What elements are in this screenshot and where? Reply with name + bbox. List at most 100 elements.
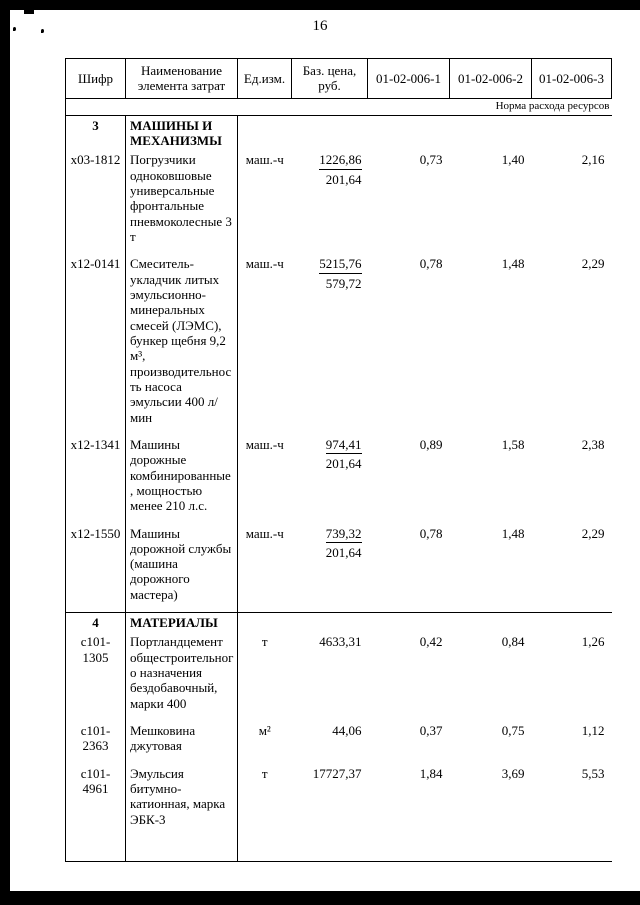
item-row: x12-1341 Машины дорожные комбинированные,… [65, 434, 612, 524]
page-number: 16 [312, 18, 328, 34]
cell-norm-006-1: 0,78 [419, 256, 443, 272]
spacer-cell [531, 837, 612, 863]
cell-norm-006-1: 0,42 [419, 634, 443, 650]
base-price-main: 4633,31 [319, 634, 362, 650]
cell-unit: т [261, 634, 268, 650]
table-bottom-spacer [65, 837, 612, 863]
scan-border-left [0, 0, 10, 905]
cell-code: x12-1341 [65, 434, 126, 524]
base-price-main: 739,32 [325, 526, 362, 543]
column-header-006-2: 01-02-006-2 [449, 58, 532, 99]
cell-unit: т [261, 765, 268, 781]
cell-base-price: 44,06 [292, 721, 368, 764]
cell-name: МАТЕРИАЛЫ [125, 612, 238, 633]
cell-name: Машины дорожные комбинированные, мощност… [125, 434, 238, 524]
column-header-name: Наименование элемента затрат [125, 58, 238, 99]
cell-base-price: 739,32 201,64 [292, 524, 368, 613]
scan-artifact [41, 29, 44, 33]
cell-norm-006-2: 1,48 [501, 525, 525, 541]
cell-norm-006-2 [449, 612, 532, 633]
cell-unit: маш.-ч [245, 436, 284, 452]
cell-norm-006-1: 0,37 [419, 723, 443, 739]
base-price-sub: 201,64 [325, 456, 362, 472]
cell-norm-006-3: 2,16 [581, 152, 605, 168]
header-row: Шифр Наименование элемента затрат Ед.изм… [65, 58, 612, 99]
base-price-main: 1226,86 [319, 152, 362, 170]
cell-code: c101-2363 [65, 721, 126, 764]
base-price-sub: 201,64 [325, 171, 362, 187]
cell-norm-006-3: 1,12 [581, 723, 605, 739]
cell-norm-006-2: 3,69 [501, 765, 525, 781]
scan-artifact [13, 27, 16, 31]
cell-unit: маш.-ч [245, 256, 284, 272]
cell-code: 3 [65, 115, 126, 151]
column-header-base-price: Баз. цена, руб. [291, 58, 368, 99]
cell-unit: маш.-ч [245, 525, 284, 541]
cell-base-price: 5215,76 579,72 [292, 254, 368, 435]
scan-border-top [0, 0, 640, 10]
cell-name: Смеситель-укладчик литых эмульсионно-мин… [125, 254, 238, 435]
spacer-cell [237, 837, 292, 863]
cell-base-price [291, 612, 368, 633]
cell-norm-006-3: 1,26 [581, 634, 605, 650]
cell-norm-006-3: 2,38 [581, 436, 605, 452]
column-header-006-3: 01-02-006-3 [531, 58, 612, 99]
cell-name: Мешковина джутовая [125, 721, 238, 764]
cost-table: Шифр Наименование элемента затрат Ед.изм… [65, 58, 612, 863]
subheader-row: Норма расхода ресурсов [65, 98, 612, 116]
base-price-main: 974,41 [325, 437, 362, 455]
cell-norm-006-1 [367, 612, 450, 633]
spacer-cell [367, 837, 450, 863]
cell-code: x12-0141 [65, 254, 126, 435]
cell-norm-006-3: 2,29 [581, 525, 605, 541]
cell-code: x03-1812 [65, 150, 126, 255]
cell-unit: м² [258, 723, 271, 739]
spacer-cell [125, 837, 238, 863]
cell-norm-006-3 [532, 115, 612, 150]
cell-name: МАШИНЫ И МЕХАНИЗМЫ [125, 115, 238, 151]
cell-base-price: 4633,31 [292, 632, 368, 721]
base-price-sub: 579,72 [325, 275, 362, 291]
cell-code: x12-1550 [65, 523, 126, 613]
item-row: x12-1550 Машины дорожной службы (машина д… [65, 523, 612, 613]
spacer-cell [291, 837, 368, 863]
cell-base-price [292, 115, 368, 150]
item-row: x03-1812 Погрузчики одноковшовые универса… [65, 150, 612, 255]
cell-base-price: 1226,86 201,64 [292, 150, 368, 254]
base-price-main: 17727,37 [312, 765, 362, 781]
cell-norm-006-2 [450, 115, 532, 150]
cell-norm-006-1 [368, 115, 450, 150]
base-price-main: 44,06 [332, 723, 362, 739]
cell-name: Погрузчики одноковшовые универсальные фр… [125, 150, 238, 255]
cell-code: c101-4961 [65, 763, 126, 838]
column-header-006-1: 01-02-006-1 [367, 58, 450, 99]
item-row: c101-4961 Эмульсия битумно-катионная, мар… [65, 763, 612, 838]
cell-unit: маш.-ч [245, 152, 284, 168]
subheader-label: Норма расхода ресурсов [65, 98, 612, 116]
cell-norm-006-2: 1,58 [501, 436, 525, 452]
cell-norm-006-2: 0,84 [501, 634, 525, 650]
cell-base-price: 17727,37 [292, 764, 368, 837]
spacer-cell [449, 837, 532, 863]
cell-norm-006-1: 0,89 [419, 436, 443, 452]
cell-unit [238, 115, 292, 150]
column-header-unit: Ед.изм. [237, 58, 292, 99]
cell-code: 4 [65, 612, 126, 633]
cell-name: Машины дорожной службы (машина дорожного… [125, 523, 238, 613]
item-row: c101-2363 Мешковина джутовая м² 44,06 0,37 0,… [65, 721, 612, 764]
cell-norm-006-1: 1,84 [419, 765, 443, 781]
cell-name: Эмульсия битумно-катионная, марка ЭБК-3 [125, 763, 238, 838]
cell-norm-006-1: 0,78 [419, 525, 443, 541]
item-row: c101-1305 Портландцемент общестроительног… [65, 632, 612, 722]
cell-base-price: 974,41 201,64 [292, 435, 368, 524]
cell-unit [237, 612, 292, 633]
spacer-cell [65, 837, 126, 863]
table-header: Шифр Наименование элемента затрат Ед.изм… [65, 58, 612, 116]
section-row: 3 МАШИНЫ И МЕХАНИЗМЫ [65, 115, 612, 151]
section-row: 4 МАТЕРИАЛЫ [65, 612, 612, 633]
base-price-main: 5215,76 [319, 256, 362, 274]
item-row: x12-0141 Смеситель-укладчик литых эмульси… [65, 254, 612, 435]
cell-norm-006-3: 5,53 [581, 765, 605, 781]
scan-border-bottom [0, 891, 640, 905]
